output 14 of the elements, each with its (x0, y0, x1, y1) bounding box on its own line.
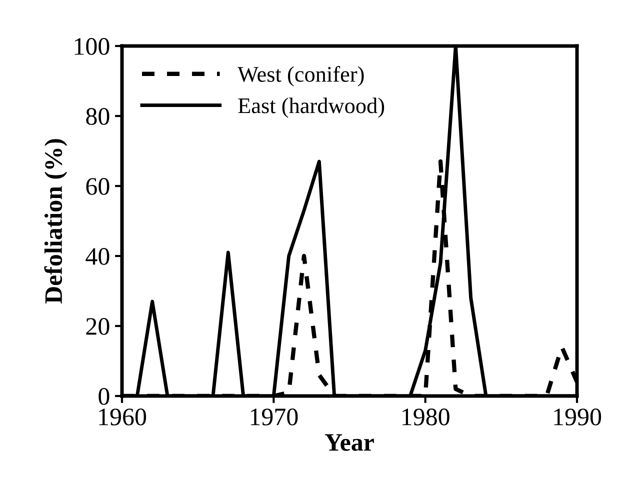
y-axis-title: Defoliation (%) (44, 139, 68, 304)
x-tick-label: 1990 (554, 408, 602, 426)
y-tick-label: 0 (98, 388, 110, 405)
y-tick-label: 20 (86, 318, 110, 335)
y-tick-label: 40 (86, 248, 110, 265)
legend-label: East (hardwood) (238, 98, 384, 118)
x-tick-label: 1960 (99, 408, 146, 426)
y-tick-label: 80 (86, 108, 110, 125)
y-tick-label: 100 (74, 38, 110, 55)
y-tick-label: 60 (86, 178, 110, 195)
legend-label: West (conifer) (238, 66, 364, 86)
x-tick-label: 1970 (250, 408, 298, 426)
x-axis-title: Year (324, 434, 374, 451)
x-tick-label: 1980 (402, 408, 450, 426)
